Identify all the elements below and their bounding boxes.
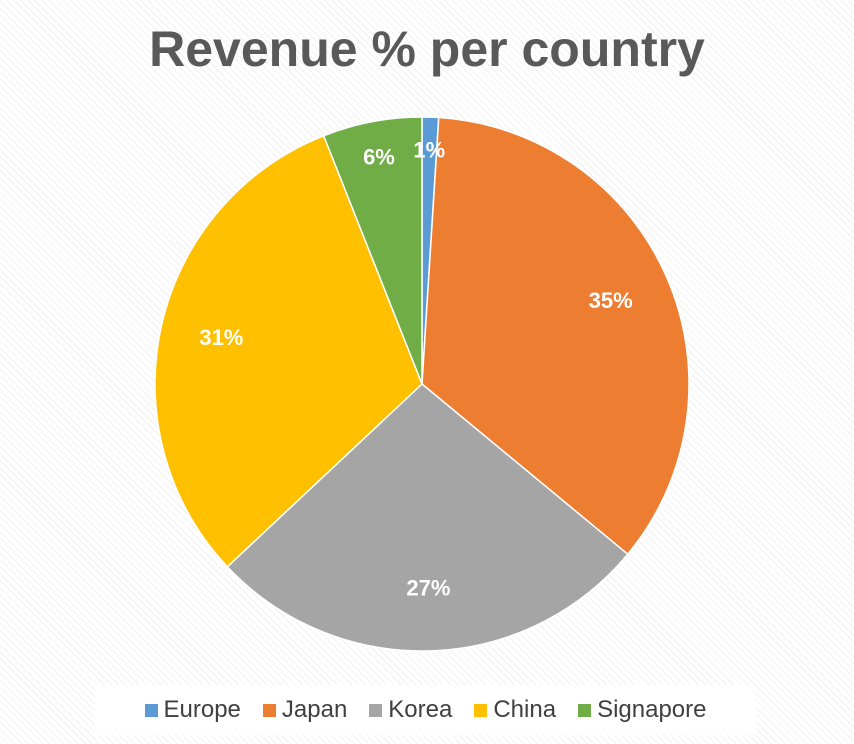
- legend-swatch-signapore: [578, 703, 592, 717]
- pie-slice-signapore: [322, 116, 423, 385]
- legend-item-korea: Korea: [369, 696, 452, 724]
- legend-label-signapore: Signapore: [597, 696, 707, 723]
- legend-item-signapore: Signapore: [578, 696, 706, 724]
- legend: Europe Japan Korea China Signapore: [95, 685, 756, 735]
- legend-label-japan: Japan: [281, 696, 348, 723]
- legend-swatch-europe: [144, 703, 158, 717]
- chart-title: Revenue % per country: [149, 21, 705, 77]
- legend-swatch-korea: [369, 703, 383, 717]
- legend-label-china: China: [493, 696, 557, 723]
- pie-slice-china: [154, 134, 423, 568]
- data-label-signapore: 6%: [363, 144, 395, 169]
- pie-slice-korea: [226, 383, 629, 652]
- data-label-korea: 27%: [406, 575, 450, 600]
- data-label-china: 31%: [199, 325, 243, 350]
- legend-item-japan: Japan: [262, 696, 348, 724]
- legend-item-europe: Europe: [144, 696, 241, 724]
- data-label-japan: 35%: [589, 288, 633, 313]
- legend-item-china: China: [474, 696, 556, 724]
- legend-label-korea: Korea: [388, 696, 453, 723]
- legend-label-europe: Europe: [163, 696, 241, 723]
- data-label-europe: 1%: [413, 138, 445, 163]
- legend-swatch-china: [474, 703, 488, 717]
- pie-slice-japan: [421, 116, 690, 556]
- legend-swatch-japan: [262, 703, 276, 717]
